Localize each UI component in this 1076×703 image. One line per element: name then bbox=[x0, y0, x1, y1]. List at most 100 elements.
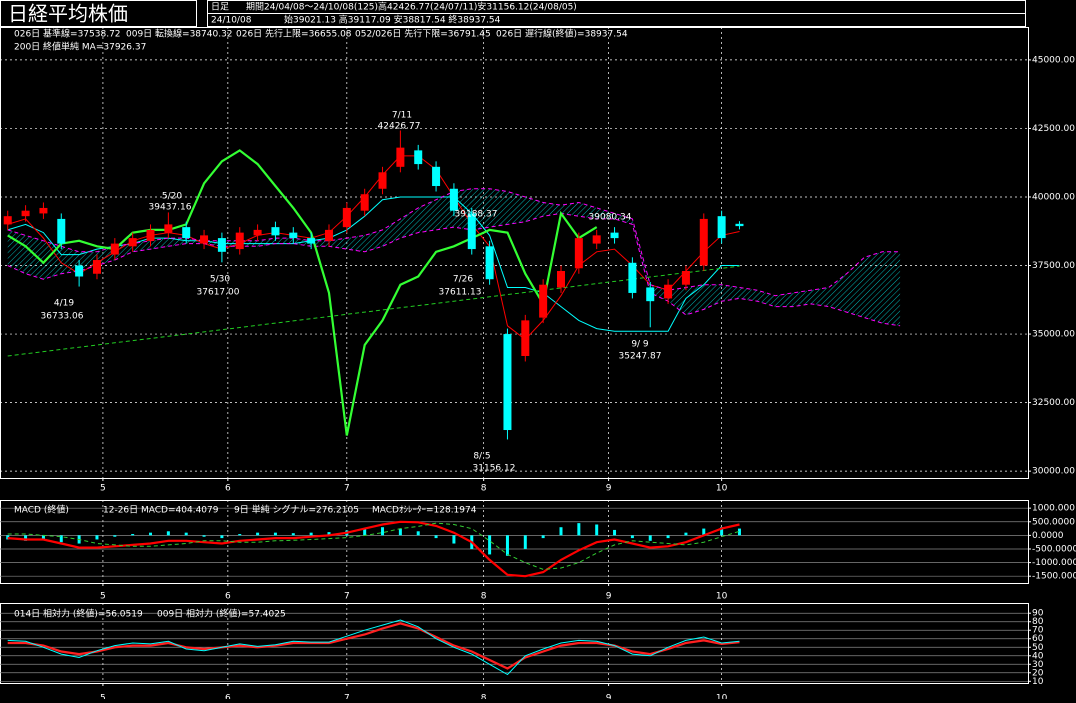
candle-body bbox=[110, 243, 119, 255]
annotation: 39080.34 bbox=[589, 213, 632, 223]
legend-entry: 9日 単純 シグナル=276.2105 bbox=[234, 504, 359, 516]
annotation: 4/19 bbox=[54, 299, 74, 309]
cloud-fill bbox=[7, 188, 901, 326]
candle-body bbox=[539, 284, 548, 318]
candle-body bbox=[253, 229, 262, 236]
candle-body bbox=[128, 238, 137, 247]
histogram-bar bbox=[737, 528, 741, 536]
date: 24/10/08 bbox=[211, 16, 252, 26]
candle-body bbox=[396, 147, 405, 167]
candle-body bbox=[521, 320, 530, 356]
candle-body bbox=[610, 232, 619, 239]
x-tick-label: 5 bbox=[100, 694, 106, 700]
histogram-bar bbox=[630, 535, 634, 539]
histogram-bar bbox=[577, 523, 581, 536]
legend-entry: 009日 転換線=38740.32 bbox=[126, 28, 233, 40]
x-tick-label: 10 bbox=[716, 694, 728, 700]
legend-entry: 12-26日 MACD=404.4079 bbox=[103, 505, 219, 516]
candle-body bbox=[57, 218, 66, 244]
histogram-bar bbox=[256, 532, 260, 536]
y-tick-label: 32500.00 bbox=[1032, 398, 1075, 408]
y-tick-label: 35000.00 bbox=[1032, 330, 1075, 340]
candle-body bbox=[3, 216, 12, 225]
y-tick-label: 50 bbox=[1032, 643, 1044, 653]
histogram-bar bbox=[149, 532, 153, 536]
histogram-bar bbox=[684, 532, 688, 536]
annotation: 31156.12 bbox=[473, 464, 516, 474]
panel-frame bbox=[0, 27, 1029, 479]
candle-body bbox=[307, 238, 316, 244]
x-tick-label: 9 bbox=[606, 484, 612, 494]
y-tick-label: -500.0000 bbox=[1032, 544, 1076, 554]
legend-entry: 014日 相対力 (終値)=56.0519 bbox=[14, 608, 143, 620]
y-tick-label: -1500.000 bbox=[1032, 572, 1076, 582]
indicator-line bbox=[7, 522, 740, 570]
y-tick-label: 30000.00 bbox=[1032, 467, 1075, 477]
y-tick-label: 10 bbox=[1032, 677, 1044, 687]
histogram-bar bbox=[363, 528, 367, 536]
histogram-bar bbox=[595, 524, 599, 536]
y-tick-label: 0.0000 bbox=[1032, 531, 1064, 541]
x-tick-label: 9 bbox=[606, 592, 612, 602]
panel-frame bbox=[0, 500, 1029, 584]
indicator-line bbox=[7, 619, 740, 676]
ohlc: 始39021.13 高39117.09 安38817.54 終38937.54 bbox=[284, 14, 501, 26]
x-tick-label: 5 bbox=[100, 592, 106, 602]
histogram-bar bbox=[220, 535, 224, 539]
histogram-bar bbox=[95, 535, 99, 540]
legend-entry: 026日 基準線=37538.72 bbox=[14, 28, 121, 40]
histogram-bar bbox=[291, 533, 295, 536]
candle-body bbox=[146, 229, 155, 241]
indicator-line bbox=[7, 265, 740, 357]
histogram-bar bbox=[6, 535, 10, 540]
annotation: 39188.37 bbox=[455, 210, 498, 220]
histogram-bar bbox=[720, 527, 724, 536]
x-tick-label: 8 bbox=[481, 694, 487, 700]
indicator-line bbox=[7, 520, 740, 578]
candle-body bbox=[217, 238, 226, 252]
annotation: 5/30 bbox=[210, 275, 230, 285]
histogram-bar bbox=[238, 534, 242, 536]
y-tick-label: 40 bbox=[1032, 651, 1044, 661]
annotation: 36733.06 bbox=[41, 312, 84, 322]
title-box bbox=[0, 0, 197, 27]
annotation: 5/20 bbox=[162, 192, 182, 202]
y-tick-label: 20 bbox=[1032, 668, 1044, 678]
histogram-bar bbox=[24, 535, 28, 541]
x-tick-label: 8 bbox=[481, 484, 487, 494]
histogram-bar bbox=[541, 535, 545, 539]
x-tick-label: 10 bbox=[716, 592, 728, 602]
candle-body bbox=[503, 334, 512, 431]
candle-body bbox=[574, 238, 583, 269]
histogram-bar bbox=[702, 528, 706, 536]
candle-body bbox=[485, 246, 494, 280]
y-tick-label: 80 bbox=[1032, 617, 1044, 627]
histogram-bar bbox=[416, 531, 420, 536]
header-row bbox=[207, 13, 1026, 27]
y-tick-label: 30 bbox=[1032, 660, 1044, 670]
x-tick-label: 7 bbox=[344, 592, 350, 602]
histogram-bar bbox=[648, 535, 652, 541]
candle-body bbox=[592, 235, 601, 244]
x-tick-label: 6 bbox=[225, 592, 231, 602]
histogram-bar bbox=[202, 535, 206, 537]
y-tick-label: 70 bbox=[1032, 626, 1044, 636]
annotation: 37611.13 bbox=[439, 288, 482, 298]
histogram-bar bbox=[184, 532, 188, 536]
histogram-bar bbox=[666, 535, 670, 539]
histogram-bar bbox=[309, 532, 313, 536]
candle-body bbox=[556, 271, 565, 288]
candle-body bbox=[21, 210, 30, 217]
y-tick-label: 37500.00 bbox=[1032, 261, 1075, 271]
candle-body bbox=[378, 172, 387, 189]
legend-entry: 009日 相対力 (終値)=57.4025 bbox=[157, 608, 286, 620]
title: 日経平均株価 bbox=[8, 2, 128, 26]
indicator-line bbox=[7, 212, 901, 327]
annotation: 7/11 bbox=[392, 111, 412, 121]
y-tick-label: 40000.00 bbox=[1032, 192, 1075, 202]
candle-body bbox=[289, 232, 298, 239]
candle-body bbox=[164, 224, 173, 233]
histogram-bar bbox=[452, 535, 456, 544]
candle-body bbox=[92, 260, 101, 274]
